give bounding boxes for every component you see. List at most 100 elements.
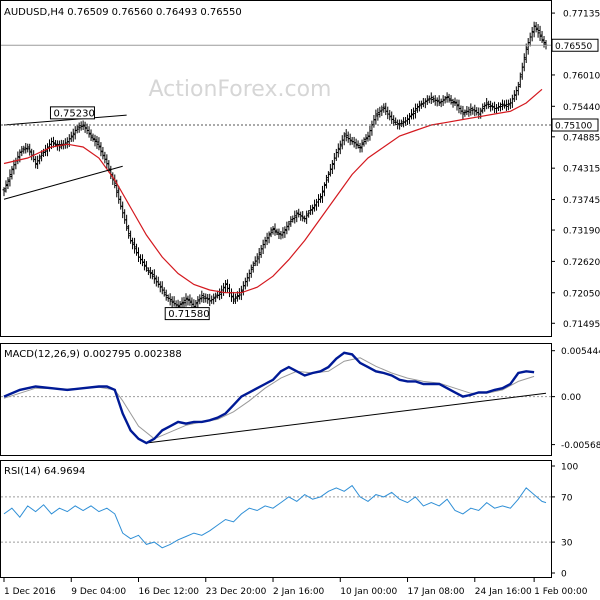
ohlc-bar <box>127 224 131 239</box>
ohlc-bar <box>24 142 28 154</box>
ohlc-bar <box>249 264 253 278</box>
ohlc-bar <box>398 119 402 130</box>
ohlc-bar <box>364 134 368 145</box>
ohlc-bar <box>140 254 144 267</box>
ohlc-bar <box>83 121 87 133</box>
ohlc-bar <box>133 237 137 254</box>
price-y-label: 0.71495 <box>563 320 600 330</box>
ohlc-bar <box>467 106 471 117</box>
trendline <box>3 114 127 126</box>
ohlc-bar <box>214 292 218 303</box>
price-marker-box <box>551 38 599 52</box>
ohlc-bar <box>168 293 172 306</box>
macd-y-label: 0.005444 <box>561 347 600 357</box>
ohlc-bar <box>443 95 447 104</box>
ohlc-bar <box>8 169 12 187</box>
x-tick-label: 1 Feb 00:00 <box>534 587 588 597</box>
ohlc-bar <box>406 114 410 125</box>
ohlc-bar <box>255 253 259 266</box>
ohlc-bar <box>451 98 455 108</box>
price-annotation: 0.75230 <box>49 106 95 120</box>
price-panel: ActionForex.com 0.75230 0.71580 AUDUSD,H4… <box>0 0 600 337</box>
ohlc-bar <box>499 102 503 112</box>
ohlc-bar <box>164 289 168 301</box>
ohlc-bar <box>500 99 504 111</box>
ohlc-bar <box>47 139 51 152</box>
ohlc-bar <box>360 139 364 153</box>
annotation-box <box>164 307 210 321</box>
ohlc-bar <box>362 137 366 147</box>
price-marker-box <box>551 118 599 132</box>
ohlc-bar <box>69 131 73 142</box>
ohlc-bar <box>526 38 530 55</box>
ohlc-bar <box>51 136 55 148</box>
ohlc-bar <box>453 97 457 107</box>
ohlc-bar <box>75 124 79 134</box>
ohlc-bar <box>198 294 202 305</box>
ohlc-bar <box>105 154 109 169</box>
ohlc-bar <box>386 106 390 120</box>
ohlc-bar <box>370 120 374 136</box>
ohlc-bar <box>334 148 338 161</box>
ohlc-bar <box>528 32 532 47</box>
ohlc-bar <box>265 232 269 246</box>
price-y-label: 0.75440 <box>563 103 600 113</box>
price-y-label: 0.74315 <box>563 165 600 175</box>
x-tick-label: 1 Dec 2016 <box>4 587 56 597</box>
ohlc-bar <box>449 95 453 105</box>
macd-title: MACD(12,26,9) 0.002795 0.002388 <box>4 349 182 360</box>
ohlc-bar <box>186 295 190 306</box>
ohlc-bar <box>269 227 273 238</box>
ohlc-bar <box>400 119 404 127</box>
ohlc-bar <box>465 105 469 116</box>
ohlc-bar <box>411 107 415 120</box>
ohlc-bar <box>435 97 439 107</box>
rsi-line <box>3 484 547 549</box>
ohlc-bar <box>97 137 101 151</box>
ohlc-bar <box>396 119 400 130</box>
price-annotation: 0.71580 <box>164 307 210 321</box>
ohlc-bar <box>257 247 261 264</box>
ohlc-bar <box>542 35 546 48</box>
ohlc-bar <box>307 210 311 218</box>
ohlc-bar <box>518 72 522 88</box>
ohlc-bar <box>148 267 152 279</box>
ohlc-bar <box>125 214 129 231</box>
x-tick-label: 24 Jan 16:00 <box>475 587 532 597</box>
rsi-title: RSI(14) 64.9694 <box>4 466 85 477</box>
ohlc-bar <box>356 140 360 149</box>
macd-trendline <box>146 392 547 444</box>
ohlc-bar <box>46 143 50 157</box>
ohlc-bar <box>287 220 291 231</box>
ohlc-bar <box>447 93 451 103</box>
ohlc-bar <box>218 288 222 301</box>
trendline <box>3 165 123 200</box>
annotation-label: 0.71580 <box>168 309 209 320</box>
ohlc-bar <box>301 211 305 222</box>
price-y-label: 0.73745 <box>563 196 600 206</box>
ohlc-bar <box>324 174 328 189</box>
ohlc-bar <box>516 81 520 96</box>
ohlc-bar <box>95 135 99 149</box>
price-marker-label: 0.76550 <box>555 42 592 52</box>
ohlc-bar <box>103 151 107 164</box>
ohlc-bar <box>340 135 344 150</box>
ohlc-bar <box>144 261 148 272</box>
ohlc-bar <box>408 112 412 124</box>
ohlc-bar <box>10 166 14 180</box>
ohlc-bar <box>423 98 427 109</box>
ohlc-bar <box>71 128 75 142</box>
ohlc-bar <box>247 269 251 282</box>
x-tick-label: 23 Dec 20:00 <box>206 587 267 597</box>
ohlc-bar <box>6 177 10 189</box>
ohlc-bar <box>20 146 24 157</box>
ohlc-bar <box>431 95 435 103</box>
moving-average-path <box>3 88 543 294</box>
macd-panel-frame <box>0 343 552 456</box>
ohlc-bar <box>336 143 340 158</box>
ohlc-bar <box>388 109 392 121</box>
ohlc-bar <box>273 223 277 236</box>
ohlc-bar <box>14 157 18 170</box>
ohlc-bar <box>473 104 477 117</box>
